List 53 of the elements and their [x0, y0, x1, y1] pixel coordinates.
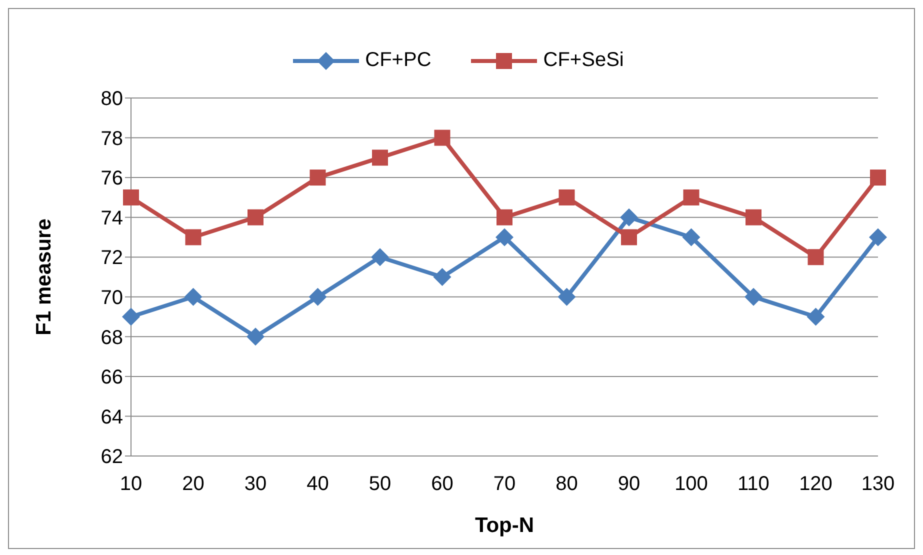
- point: [621, 229, 637, 246]
- point: [246, 328, 264, 346]
- x-tick-label: 80: [556, 473, 578, 496]
- point: [620, 208, 638, 226]
- y-tick-label: 64: [100, 406, 123, 428]
- legend-label: CF+SeSi: [543, 49, 624, 72]
- y-tick-label: 78: [100, 128, 123, 150]
- point: [496, 209, 512, 226]
- x-tick-label: 50: [368, 473, 392, 496]
- x-tick-label: 70: [493, 473, 516, 496]
- point: [808, 249, 824, 266]
- y-tick-label: 76: [100, 168, 123, 190]
- point: [806, 308, 825, 326]
- point: [308, 288, 327, 306]
- point: [746, 209, 762, 226]
- x-tick-label: 30: [244, 473, 267, 496]
- point: [184, 288, 202, 306]
- y-tick-label: 66: [100, 366, 123, 389]
- y-tick-label: 72: [100, 247, 123, 270]
- x-axis-title: Top-N: [474, 514, 534, 537]
- x-tick-label: 110: [738, 473, 770, 496]
- x-tick-label: 130: [861, 473, 895, 496]
- x-tick-label: 120: [799, 473, 832, 496]
- point: [433, 268, 452, 286]
- x-tick-label: 10: [120, 473, 142, 496]
- point: [558, 189, 575, 206]
- x-tick-label: 90: [618, 473, 640, 496]
- point: [869, 228, 887, 246]
- legend-label: CF+PC: [365, 49, 432, 72]
- point: [123, 189, 139, 206]
- point: [122, 308, 140, 326]
- point: [248, 209, 264, 226]
- y-tick-label: 70: [100, 286, 123, 309]
- point: [496, 228, 514, 246]
- point: [682, 228, 700, 246]
- point: [870, 170, 886, 186]
- y-tick-label: 62: [100, 446, 123, 468]
- point: [310, 170, 326, 186]
- x-tick-label: 60: [431, 473, 454, 496]
- y-tick-label: 74: [100, 207, 123, 230]
- point: [434, 130, 450, 146]
- y-tick-label: 68: [100, 326, 123, 349]
- x-tick-label: 40: [306, 473, 329, 496]
- x-tick-label: 20: [182, 473, 204, 496]
- point: [744, 288, 762, 306]
- y-axis-title: F1 measure: [32, 218, 56, 336]
- x-tick-label: 100: [674, 473, 708, 496]
- y-tick-label: 80: [100, 88, 123, 110]
- point: [372, 150, 388, 166]
- point: [558, 288, 576, 306]
- point: [371, 248, 389, 266]
- point: [185, 229, 202, 246]
- point: [683, 189, 700, 206]
